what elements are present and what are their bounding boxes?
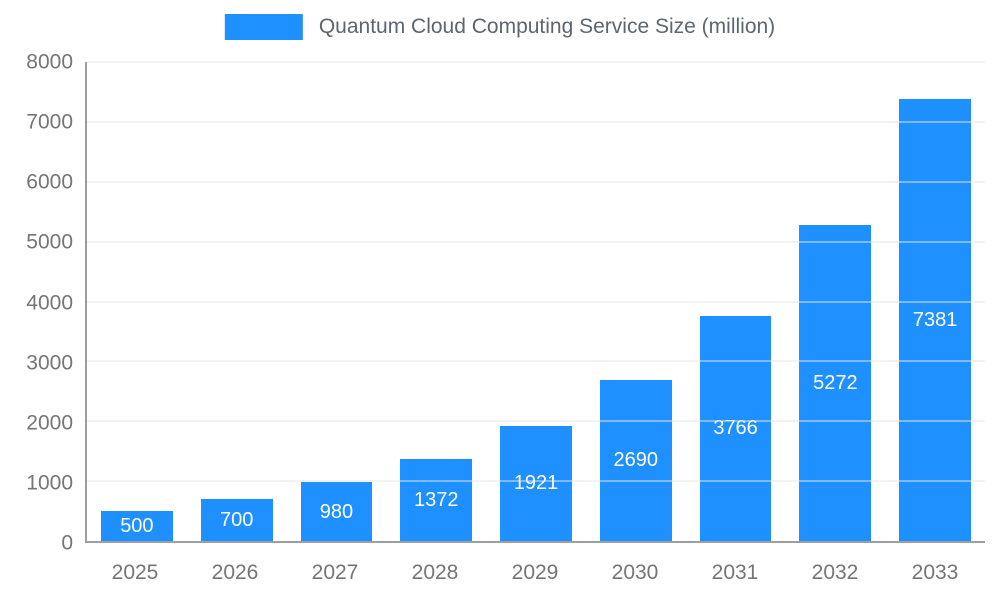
x-tick-label: 2033	[911, 561, 959, 584]
gridline	[87, 420, 985, 422]
bar-value-label: 2690	[613, 449, 659, 472]
bar-value-label: 1372	[413, 488, 459, 511]
bar-value-label: 980	[319, 500, 354, 523]
bar-slot: 500	[87, 62, 187, 541]
y-tick-label: 1000	[26, 471, 73, 495]
bar-value-label: 1921	[513, 472, 559, 495]
bar-2033[interactable]: 7381	[899, 99, 972, 541]
x-axis: 2025 2026 2027 2028 2029 2030 2031 2032 2033	[85, 543, 985, 585]
y-tick-label: 8000	[26, 50, 73, 74]
bar-2028[interactable]: 1372	[400, 458, 473, 541]
x-tick-label: 2030	[611, 561, 659, 584]
plot-area: 500 700 980 1372 1921 2690 3766 5272 7381	[85, 61, 985, 543]
bar-2029[interactable]: 1921	[500, 425, 572, 541]
bar-value-label: 5272	[813, 372, 858, 395]
bar-value-label: 7381	[912, 309, 958, 332]
x-tick-label: 2027	[311, 561, 359, 584]
gridline	[87, 241, 985, 243]
legend-swatch-icon	[224, 14, 303, 40]
gridline	[87, 360, 985, 362]
x-tick-label: 2025	[111, 561, 159, 584]
x-tick-label: 2029	[511, 561, 559, 584]
y-axis: 0 1000 2000 3000 4000 5000 6000 7000 8000	[0, 52, 73, 554]
gridline	[87, 480, 985, 482]
chart-legend[interactable]: Quantum Cloud Computing Service Size (mi…	[224, 14, 776, 40]
bar-value-label: 3766	[713, 417, 758, 440]
legend-title: Quantum Cloud Computing Service Size (mi…	[318, 15, 776, 38]
bar-value-label: 700	[219, 509, 254, 532]
bar-2026[interactable]: 700	[200, 499, 273, 541]
bar-slot: 980	[287, 62, 387, 541]
y-tick-label: 4000	[26, 291, 73, 314]
bar-2027[interactable]: 980	[300, 482, 373, 541]
bar-2032[interactable]: 5272	[799, 225, 872, 541]
gridline	[87, 301, 985, 302]
gridline	[87, 121, 985, 123]
bar-slot: 700	[187, 62, 287, 541]
x-tick-label: 2032	[811, 561, 859, 584]
x-tick-label: 2031	[711, 561, 759, 584]
bar-2025[interactable]: 500	[100, 511, 173, 541]
x-tick-label: 2028	[411, 561, 459, 584]
y-tick-label: 6000	[26, 170, 73, 194]
bar-2030[interactable]: 2690	[599, 379, 672, 541]
bar-slot: 2690	[586, 62, 686, 541]
bar-slot: 1372	[386, 62, 486, 541]
gridline	[87, 181, 985, 183]
bar-slot: 5272	[785, 62, 885, 541]
y-tick-label: 3000	[26, 351, 73, 375]
bar-slot: 7381	[885, 62, 985, 541]
y-tick-label: 5000	[26, 230, 73, 254]
y-tick-label: 0	[61, 531, 73, 555]
bar-2031[interactable]: 3766	[699, 315, 772, 541]
bar-slot: 1921	[486, 62, 586, 541]
bar-series: 500 700 980 1372 1921 2690 3766 5272 7381	[87, 62, 985, 541]
bar-value-label: 500	[120, 515, 154, 538]
bar-slot: 3766	[686, 62, 786, 541]
gridline	[87, 61, 985, 63]
x-tick-label: 2026	[211, 561, 259, 584]
y-tick-label: 2000	[26, 411, 73, 435]
y-tick-label: 7000	[26, 110, 73, 134]
